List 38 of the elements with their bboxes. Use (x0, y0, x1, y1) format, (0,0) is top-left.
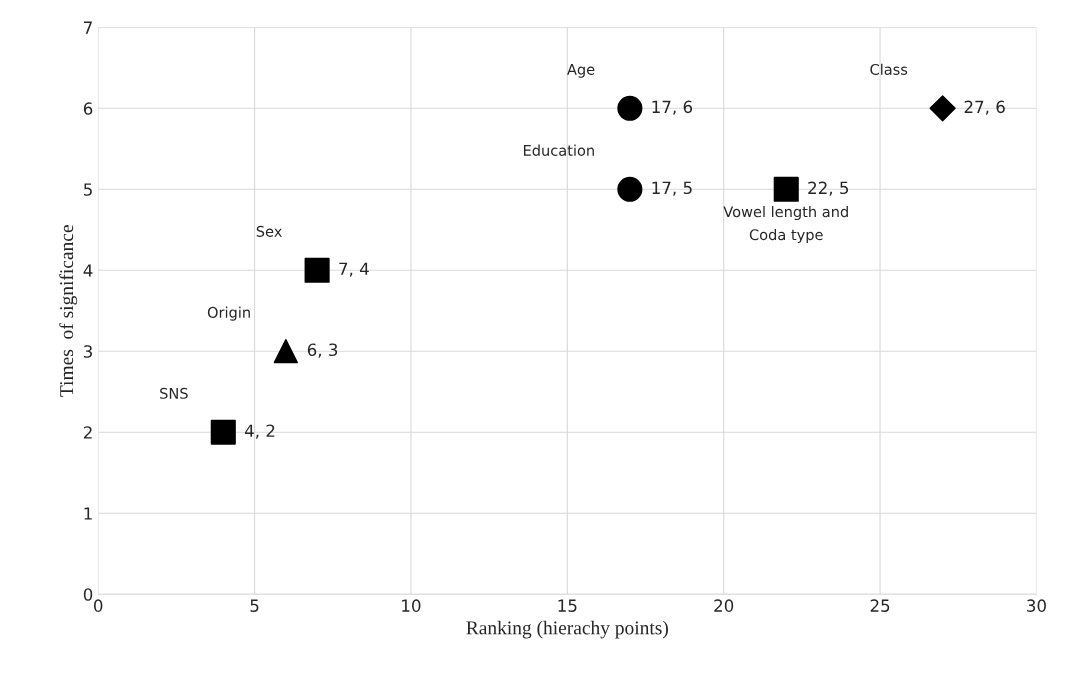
y-tick-label: 7 (84, 21, 92, 34)
point (773, 176, 799, 202)
data-label: 4, 2 (244, 424, 275, 439)
point (929, 95, 956, 122)
data-label: 22, 5 (808, 181, 849, 196)
point (273, 339, 298, 364)
point (617, 176, 643, 202)
text: SNS (160, 387, 188, 399)
data-label: 7, 4 (339, 262, 369, 277)
x-tick-label: 30 (1027, 599, 1046, 612)
y-tick-label: 2 (83, 426, 92, 439)
y-tick-label: 4 (83, 264, 93, 277)
y-tick-label: 5 (84, 183, 92, 196)
data-label: 17, 5 (652, 181, 692, 196)
x-axis-title: Ranking (hierachy points) (466, 620, 668, 639)
text: Age (567, 64, 595, 78)
data-label: 6, 3 (307, 343, 338, 358)
point (210, 419, 236, 445)
y-tick-label: 3 (84, 345, 92, 358)
data-label: 17, 6 (652, 100, 693, 115)
x-tick-label: 5 (250, 599, 259, 612)
series-label: Vowel length and Coda type (723, 205, 848, 244)
text: Sex (256, 225, 282, 237)
x-tick-label: 25 (870, 599, 890, 612)
text: Class (870, 63, 908, 75)
y-axis-title: Times of significance (59, 225, 78, 397)
point (617, 95, 643, 121)
data-label: 27, 6 (964, 100, 1005, 115)
x-tick-label: 10 (402, 599, 421, 612)
point (304, 257, 330, 283)
y-tick-label: 0 (83, 588, 93, 601)
y-tick-label: 6 (83, 102, 93, 115)
text: Education (523, 144, 594, 156)
x-tick-label: 20 (714, 599, 734, 612)
x-tick-label: 15 (558, 599, 577, 612)
x-tick-label: 0 (93, 599, 103, 612)
y-tick-label: 1 (84, 507, 92, 520)
text: Origin (207, 306, 250, 321)
